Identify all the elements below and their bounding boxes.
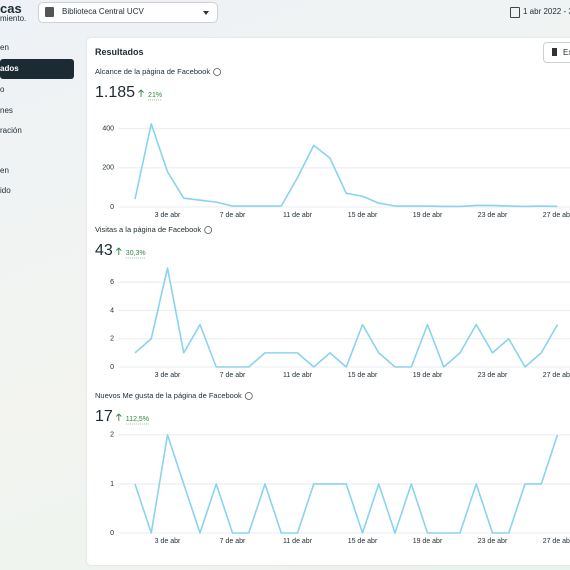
sidebar-item[interactable]: ados — [0, 64, 19, 73]
x-tick-label: 19 de abr — [413, 372, 443, 379]
export-icon — [552, 48, 557, 56]
x-tick-label: 3 de abr — [155, 538, 181, 545]
sidebar-item[interactable]: o — [0, 85, 5, 94]
y-tick-label: 0 — [110, 530, 114, 537]
data-line — [134, 123, 558, 208]
info-icon — [204, 226, 213, 234]
x-tick-label: 7 de abr — [220, 538, 246, 545]
sidebar-selected — [0, 59, 74, 79]
chart-title: Alcance de la página de Facebook — [95, 67, 210, 76]
page-subtitle: miento. — [0, 14, 27, 23]
chart-title: Visitas a la página de Facebook — [95, 225, 201, 234]
y-tick-label: 1 — [110, 481, 114, 488]
sidebar-item[interactable]: ido — [0, 186, 11, 195]
sidebar-item[interactable]: en — [0, 43, 9, 52]
up-arrow — [115, 247, 122, 255]
y-tick-label: 2 — [110, 336, 114, 343]
card-title: Resultados — [95, 47, 144, 57]
change-value: 30,3% — [126, 250, 146, 257]
x-tick-label: 11 de abr — [283, 538, 313, 545]
data-line — [134, 267, 559, 368]
x-tick-label: 7 de abr — [220, 212, 246, 219]
y-tick-label: 0 — [110, 204, 114, 211]
data-line — [134, 434, 559, 534]
sidebar-item[interactable]: en — [0, 166, 9, 175]
x-tick-label: 15 de abr — [348, 538, 378, 545]
x-tick-label: 23 de abr — [478, 372, 508, 379]
y-tick-label: 200 — [102, 165, 114, 172]
results-card — [87, 38, 570, 565]
x-tick-label: 3 de abr — [155, 372, 181, 379]
up-arrow — [115, 413, 122, 421]
info-icon — [213, 68, 221, 76]
x-tick-label: 11 de abr — [283, 372, 313, 379]
x-tick-label: 15 de abr — [348, 372, 378, 379]
y-tick-label: 6 — [110, 279, 114, 286]
up-arrow — [138, 89, 144, 97]
y-tick-label: 0 — [110, 364, 114, 371]
y-tick-label: 2 — [110, 432, 114, 439]
dropdown-arrow — [203, 11, 209, 15]
x-tick-label: 3 de abr — [155, 212, 181, 219]
total-value: 43 — [95, 242, 113, 259]
x-tick-label: 27 de abr — [543, 372, 570, 379]
export-button[interactable]: Ex — [543, 42, 570, 63]
y-tick-label: 400 — [102, 126, 114, 133]
sidebar-item[interactable]: ración — [0, 126, 22, 135]
export-label: Ex — [563, 48, 570, 57]
x-tick-label: 23 de abr — [478, 538, 508, 545]
x-tick-label: 23 de abr — [478, 212, 508, 219]
x-tick-label: 15 de abr — [348, 212, 378, 219]
x-tick-label: 19 de abr — [413, 212, 443, 219]
info-icon — [244, 392, 253, 400]
sidebar-item[interactable]: nes — [0, 106, 13, 115]
x-tick-label: 27 de abr — [543, 212, 570, 219]
x-tick-label: 11 de abr — [283, 212, 313, 219]
change-value: 112,5% — [126, 416, 149, 423]
x-tick-label: 7 de abr — [220, 372, 246, 379]
account-name: Biblioteca Central UCV — [62, 7, 144, 16]
account-selector[interactable]: Biblioteca Central UCV — [38, 2, 218, 23]
calendar-icon — [510, 7, 520, 18]
page-title: cas — [0, 1, 22, 16]
chart-title: Nuevos Me gusta de la página de Facebook — [95, 391, 242, 400]
total-value: 1.185 — [95, 84, 135, 101]
x-tick-label: 19 de abr — [413, 538, 443, 545]
y-tick-label: 4 — [110, 307, 114, 314]
account-icon — [45, 7, 54, 17]
date-range[interactable]: 1 abr 2022 - 30 — [523, 7, 570, 16]
x-tick-label: 27 de abr — [543, 538, 570, 545]
change-value: 21% — [148, 92, 162, 99]
total-value: 17 — [95, 408, 113, 425]
